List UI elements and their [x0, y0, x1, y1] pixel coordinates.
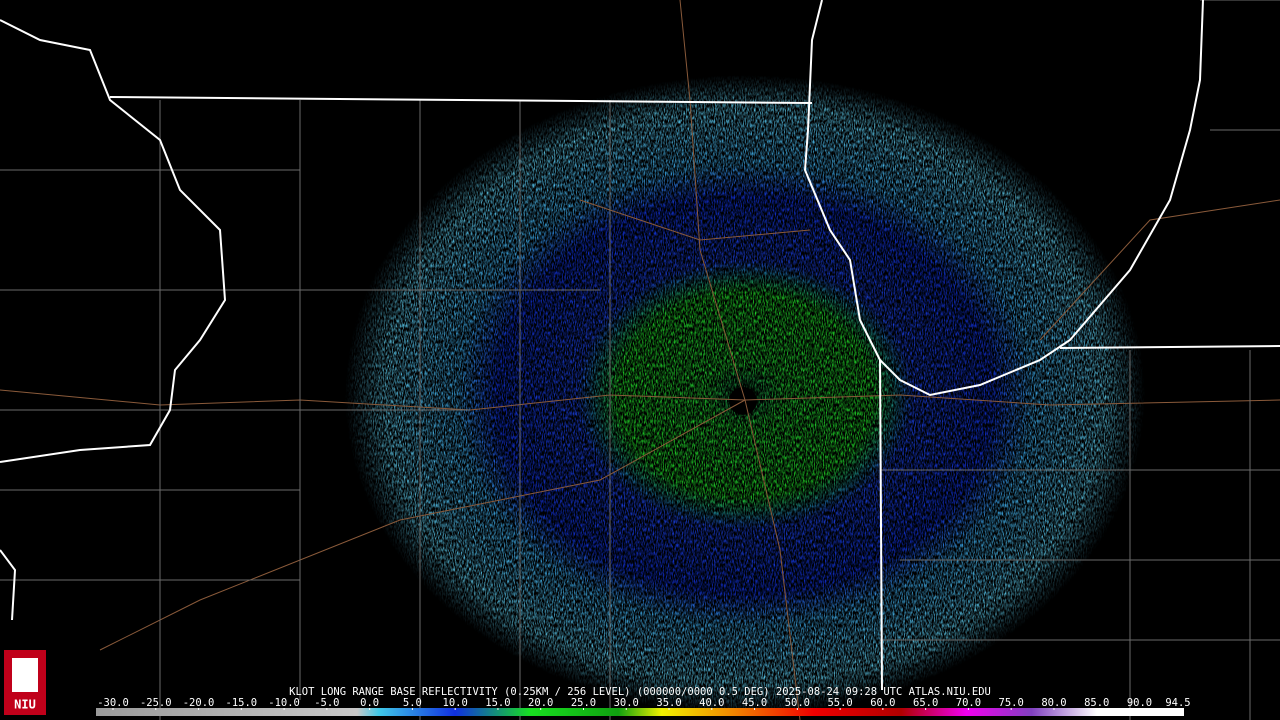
state-borders — [0, 0, 1280, 691]
tick-label: 50.0 — [785, 697, 810, 709]
tick-label: -20.0 — [183, 697, 215, 709]
colorbar — [96, 708, 1184, 716]
tick-label: -15.0 — [226, 697, 258, 709]
logo: NIU — [4, 650, 46, 715]
tick-label: -30.0 — [97, 697, 129, 709]
tick-label: 40.0 — [699, 697, 724, 709]
tick-label: 55.0 — [827, 697, 852, 709]
tick-label: 80.0 — [1041, 697, 1066, 709]
tick-label: 10.0 — [443, 697, 468, 709]
colorbar-ticks: -30.0 -25.0 -20.0 -15.0 -10.0 -5.0 0.0 5.0 10.0 1… — [97, 697, 1191, 710]
tick-label: -25.0 — [140, 697, 172, 709]
tick-label: -5.0 — [314, 697, 339, 709]
tick-label: 5.0 — [403, 697, 422, 709]
tick-label: 30.0 — [614, 697, 639, 709]
tick-label: 45.0 — [742, 697, 767, 709]
tick-label: 25.0 — [571, 697, 596, 709]
tick-label: 35.0 — [656, 697, 681, 709]
tick-label: 15.0 — [485, 697, 510, 709]
tick-label: 70.0 — [956, 697, 981, 709]
tick-label: 0.0 — [360, 697, 379, 709]
tick-label: 20.0 — [528, 697, 553, 709]
tick-label: 65.0 — [913, 697, 938, 709]
tick-label: 90.0 — [1127, 697, 1152, 709]
tick-label: 85.0 — [1084, 697, 1109, 709]
tick-label: 60.0 — [870, 697, 895, 709]
tick-label: 94.5 — [1165, 697, 1190, 709]
tick-label: 75.0 — [999, 697, 1024, 709]
caption: KLOT LONG RANGE BASE REFLECTIVITY (0.25K… — [289, 686, 991, 698]
tick-label: -10.0 — [268, 697, 300, 709]
logo-text: NIU — [14, 698, 36, 712]
